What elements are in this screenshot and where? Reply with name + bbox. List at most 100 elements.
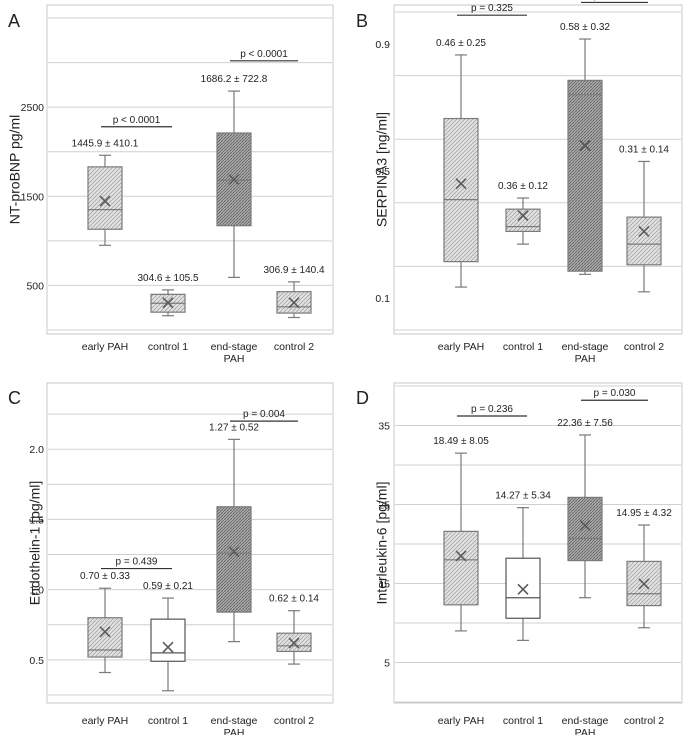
box-3: 22.36 ± 7.56 [557, 418, 613, 599]
box-2: 0.59 ± 0.21 [143, 581, 193, 692]
panel-letter: A [8, 11, 20, 31]
y-tick-label: 5 [384, 658, 390, 670]
mean-sd-label: 0.58 ± 0.32 [560, 22, 610, 33]
box-1: 18.49 ± 8.05 [433, 436, 489, 632]
y-tick-label: 500 [26, 280, 44, 292]
panel-d: D Interleukin-6 [pg/ml] 5 15 25 35 early PAH co… [356, 382, 683, 735]
box-2: 14.27 ± 5.34 [495, 491, 551, 641]
mean-marker [455, 178, 467, 190]
panel-a: A NT-proBNP pg/ml 500 1500 2500 early PAH cont… [7, 4, 334, 365]
mean-sd-label: 1.27 ± 0.52 [209, 422, 259, 433]
box-iqr [505, 208, 541, 233]
y-tick-label: 1500 [21, 191, 45, 203]
box-iqr [150, 618, 186, 662]
box-iqr [567, 79, 603, 272]
mean-sd-label: 0.62 ± 0.14 [269, 594, 319, 605]
y-tick-label: 1.0 [29, 585, 44, 597]
y-axis-label: SERPINA3 [ng/ml] [374, 112, 390, 227]
mean-sd-label: 22.36 ± 7.56 [557, 418, 613, 429]
y-axis-label: NT-proBNP pg/ml [7, 115, 23, 224]
x-category-label: control 1 [148, 715, 188, 727]
panel-c: C Endothelin-1 [pg/ml] 0.5 1.0 1.5 2.0 early P… [8, 382, 334, 735]
box-1: 0.46 ± 0.25 [436, 38, 486, 288]
x-category-label: control 1 [148, 341, 188, 353]
panel-letter: B [356, 11, 368, 31]
plot-frame [393, 4, 683, 335]
y-tick-label: 25 [378, 500, 390, 512]
mean-sd-label: 306.9 ± 140.4 [263, 265, 325, 276]
box-4: 0.31 ± 0.14 [619, 144, 669, 293]
pvalue-label: p < 0.0001 [113, 115, 161, 126]
pvalue-label: p = 0.439 [116, 557, 158, 568]
mean-marker [638, 578, 650, 590]
box-iqr [443, 117, 479, 263]
pvalue-label: p = 0.236 [471, 404, 513, 415]
x-category-label: early PAH [82, 341, 129, 353]
mean-marker [162, 641, 174, 653]
y-tick-label: 15 [378, 579, 390, 591]
mean-sd-label: 0.31 ± 0.14 [619, 144, 669, 155]
x-category-label: end-stage PAH [211, 341, 258, 365]
mean-marker [517, 209, 529, 222]
box-iqr [87, 166, 123, 230]
box-3: 1.27 ± 0.52 [209, 422, 259, 643]
y-tick-label: 0.9 [375, 39, 390, 51]
x-category-label: control 1 [503, 715, 543, 727]
mean-marker [99, 626, 111, 638]
x-category-label: early PAH [438, 341, 485, 353]
mean-sd-label: 0.70 ± 0.33 [80, 571, 130, 582]
box-iqr [216, 506, 252, 613]
mean-sd-label: 1686.2 ± 722.8 [201, 74, 268, 85]
pvalue-label: p = 0.030 [594, 388, 636, 399]
x-category-label: control 2 [274, 715, 314, 727]
mean-sd-label: 18.49 ± 8.05 [433, 436, 489, 447]
y-tick-label: 2.0 [29, 444, 44, 456]
box-4: 0.62 ± 0.14 [269, 594, 319, 665]
box-1: 0.70 ± 0.33 [80, 571, 130, 674]
box-iqr [216, 132, 252, 227]
box-3: 1686.2 ± 722.8 [201, 74, 268, 279]
mean-marker [579, 519, 591, 531]
plot-frame [46, 4, 334, 335]
box-iqr [87, 617, 123, 658]
box-2: 304.6 ± 105.5 [137, 273, 199, 317]
box-2: 0.36 ± 0.12 [498, 181, 548, 245]
x-category-label: control 2 [624, 715, 664, 727]
mean-marker [288, 297, 300, 309]
box-iqr [567, 496, 603, 562]
y-axis-label: Endothelin-1 [pg/ml] [27, 481, 43, 606]
pvalue-label: p = 0.046 [594, 0, 636, 1]
mean-sd-label: 1445.9 ± 410.1 [72, 138, 139, 149]
panel-letter: D [356, 388, 369, 408]
mean-marker [579, 139, 591, 152]
mean-sd-label: 0.59 ± 0.21 [143, 581, 193, 592]
mean-sd-label: 14.95 ± 4.32 [616, 508, 672, 519]
mean-sd-label: 0.36 ± 0.12 [498, 181, 548, 192]
mean-marker [517, 583, 529, 595]
mean-marker [162, 297, 174, 309]
box-iqr [626, 216, 662, 266]
mean-marker [288, 637, 300, 649]
y-tick-label: 0.1 [375, 293, 390, 305]
box-4: 14.95 ± 4.32 [616, 508, 672, 629]
mean-marker [638, 225, 650, 237]
mean-sd-label: 0.46 ± 0.25 [436, 38, 486, 49]
y-axis-label: Interleukin-6 [pg/ml] [374, 482, 390, 605]
x-category-label: early PAH [438, 715, 485, 727]
x-category-label: control 2 [274, 341, 314, 353]
plot-frame [393, 382, 683, 704]
y-tick-label: 0.5 [375, 166, 390, 178]
x-category-label: end-stage PAH [211, 715, 258, 735]
pvalue-label: p < 0.0001 [240, 49, 288, 60]
mean-marker [99, 195, 111, 207]
x-category-label: early PAH [82, 715, 129, 727]
mean-marker [455, 550, 467, 562]
x-category-label: control 1 [503, 341, 543, 353]
x-category-label: end-stage PAH [562, 715, 609, 735]
y-tick-label: 2500 [21, 102, 45, 114]
x-category-label: end-stage PAH [562, 341, 609, 365]
panel-b: B SERPINA3 [ng/ml] 0.1 0.5 0.9 early PAH contr… [356, 0, 683, 365]
plot-frame [46, 382, 334, 704]
y-tick-label: 35 [378, 421, 390, 433]
